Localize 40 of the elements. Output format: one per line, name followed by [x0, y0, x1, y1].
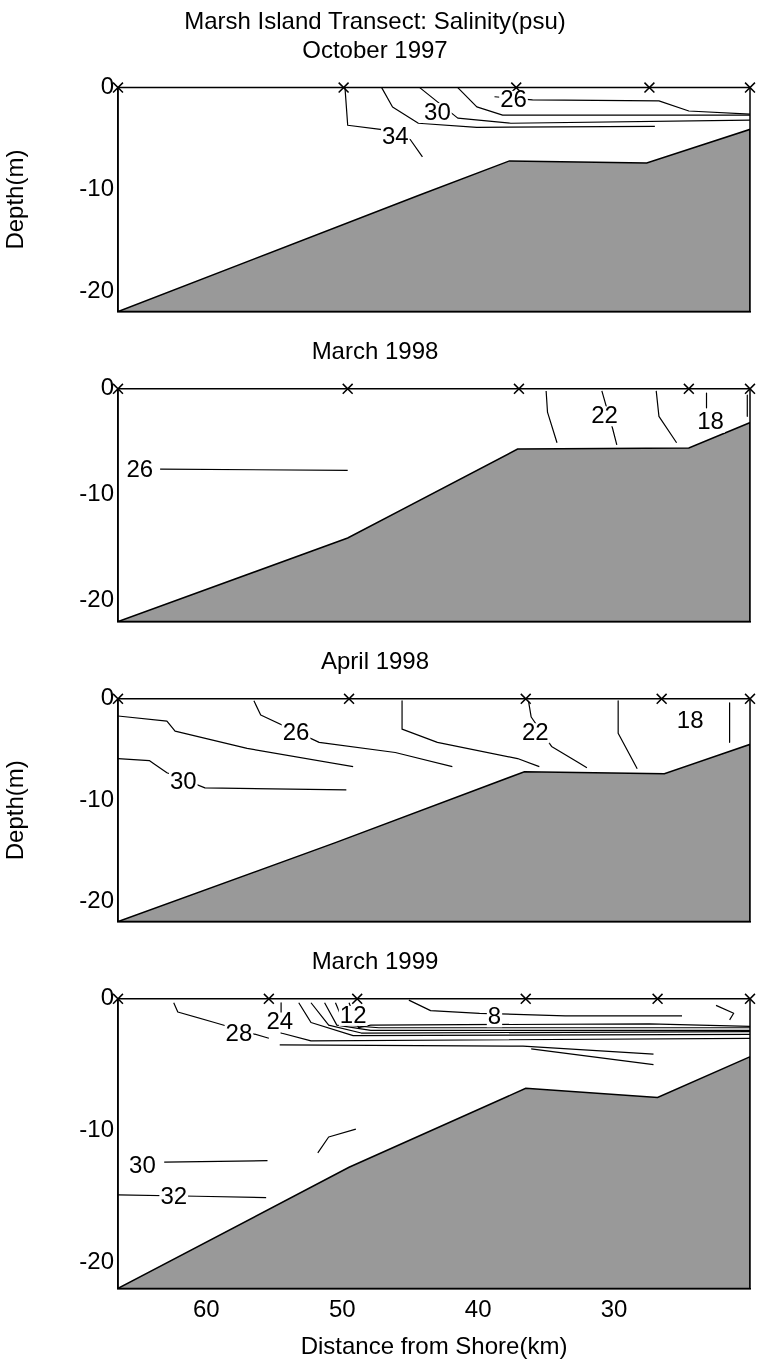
annotation: 18: [697, 407, 724, 435]
chart-title: Marsh Island Transect: Salinity(psu): [184, 7, 566, 35]
y-tick-label: -10: [79, 1115, 114, 1143]
annotation: 22: [521, 717, 549, 745]
x-tick-label: 30: [600, 1295, 628, 1323]
annotation: 34: [381, 122, 409, 150]
annotation: 22: [591, 400, 618, 428]
annotation: 30: [169, 767, 197, 795]
y-tick-label: 0: [100, 683, 114, 711]
y-tick-label: -20: [79, 275, 114, 303]
annotation: 26: [500, 85, 527, 113]
y-tick-label: -10: [79, 174, 114, 202]
y-tick-label: 0: [100, 983, 114, 1011]
x-tick-label: 50: [328, 1295, 356, 1323]
y-tick-label: -20: [79, 585, 114, 613]
y-tick-label: 0: [100, 373, 114, 401]
annotation: 24: [266, 1007, 294, 1035]
y-tick-label: -20: [79, 1246, 114, 1274]
y-tick-label: 0: [100, 72, 114, 100]
x-tick-label: 40: [464, 1295, 492, 1323]
annotation: 12: [339, 1000, 367, 1028]
annotation: 26: [126, 454, 154, 482]
y-tick-label: -10: [79, 479, 114, 507]
annotation: 30: [129, 1150, 156, 1178]
annotation: 32: [160, 1182, 188, 1210]
chart-title: March 1999: [311, 947, 439, 975]
annotation: 8: [487, 1001, 502, 1029]
annotation: 26: [282, 717, 310, 745]
annotation: 28: [225, 1018, 253, 1046]
y-axis-title: Depth(m): [1, 760, 29, 861]
y-axis-title: Depth(m): [1, 149, 29, 250]
x-axis-title: Distance from Shore(km): [300, 1332, 568, 1360]
x-tick-label: 60: [192, 1295, 220, 1323]
chart-title: April 1998: [320, 647, 430, 675]
chart-subtitle: October 1997: [302, 35, 448, 63]
annotation: 18: [676, 705, 704, 733]
y-tick-label: -20: [79, 885, 114, 913]
chart-title: March 1998: [311, 337, 439, 365]
y-tick-label: -10: [79, 784, 114, 812]
annotation: 30: [424, 97, 451, 125]
